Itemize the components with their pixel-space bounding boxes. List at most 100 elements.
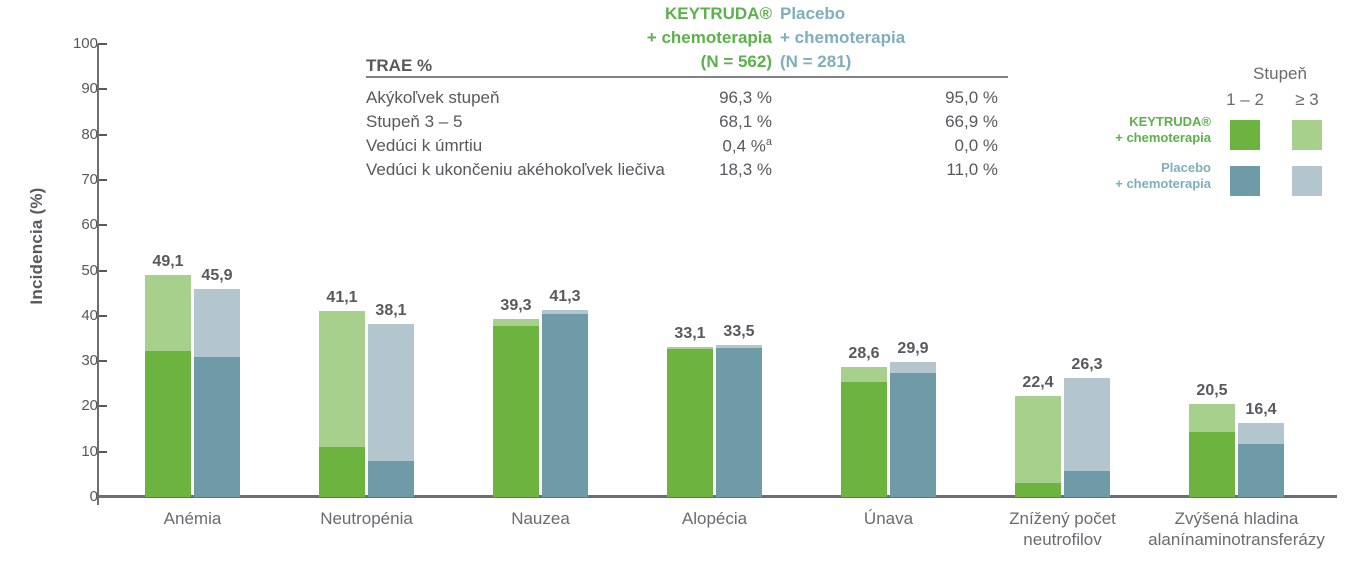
trae-col-placebo-line1: Placebo [780, 4, 846, 23]
legend-swatch-placebo-grade3plus [1292, 166, 1322, 196]
legend-title: Stupeň [1253, 64, 1307, 83]
bar-segment-keytruda-grade12 [667, 349, 713, 497]
trae-value-keytruda: 0,4 %a [722, 136, 772, 156]
trae-value-keytruda: 96,3 % [719, 88, 772, 107]
bar-segment-keytruda-grade12 [319, 447, 365, 497]
trae-row-header-label: TRAE % [366, 56, 433, 75]
bar-segment-keytruda-grade3plus [319, 310, 365, 448]
y-axis-tick-label: 10 [81, 442, 98, 460]
y-axis-tick-mark [98, 405, 107, 408]
trae-col-placebo-line3: (N = 281) [780, 52, 852, 71]
bar-segment-placebo-grade12 [194, 356, 240, 497]
bar-segment-placebo-grade12 [542, 313, 588, 497]
y-axis-tick-mark [98, 224, 107, 227]
bar-placebo[interactable]: 16,4 [1238, 401, 1284, 497]
bar-value-label-keytruda: 28,6 [848, 345, 880, 363]
trae-value-keytruda: 18,3 % [719, 160, 772, 179]
trae-value-placebo: 95,0 % [945, 88, 998, 107]
bar-placebo[interactable]: 29,9 [890, 340, 936, 497]
x-axis-label-line1: Únava [863, 509, 914, 528]
trae-table: KEYTRUDA® + chemoterapia (N = 562) Place… [366, 2, 1008, 184]
bar-segment-keytruda-grade3plus [841, 367, 887, 382]
bar-value-label-placebo: 45,9 [201, 267, 233, 285]
bar-segment-keytruda-grade12 [145, 350, 191, 497]
bar-keytruda[interactable]: 49,1 [145, 253, 191, 497]
bar-keytruda[interactable]: 39,3 [493, 297, 539, 497]
bar-value-label-placebo: 29,9 [897, 339, 929, 357]
trae-table-row: Vedúci k úmrtiu 0,4 %a 0,0 % [366, 136, 1008, 160]
bar-keytruda[interactable]: 22,4 [1015, 374, 1061, 497]
y-axis-tick-mark [98, 450, 107, 453]
y-axis-tick-label: 80 [81, 125, 98, 143]
bar-placebo[interactable]: 41,3 [542, 288, 588, 497]
bar-value-label-placebo: 33,5 [723, 323, 755, 341]
bar-segment-placebo-grade12 [368, 460, 414, 497]
x-axis-label-line1: Nauzea [511, 509, 570, 528]
bar-keytruda[interactable]: 33,1 [667, 325, 713, 497]
y-axis-tick-label: 30 [81, 352, 98, 370]
bar-segment-keytruda-grade3plus [1189, 404, 1235, 433]
legend-row-keytruda-line2: + chemoterapia [1115, 130, 1211, 145]
bar-segment-placebo-grade3plus [1238, 422, 1284, 444]
y-axis-tick-label: 0 [89, 488, 98, 505]
y-axis-tick-label: 50 [81, 261, 98, 279]
y-axis-tick-label: 70 [81, 170, 98, 188]
bar-keytruda[interactable]: 41,1 [319, 289, 365, 497]
bar-segment-placebo-grade12 [890, 373, 936, 497]
bar-segment-keytruda-grade3plus [1015, 395, 1061, 483]
legend-row-keytruda-line1: KEYTRUDA® [1129, 114, 1211, 129]
trae-col-keytruda-line1: KEYTRUDA® [665, 4, 772, 23]
trae-value-footnote-marker: a [765, 136, 772, 148]
bar-segment-placebo-grade3plus [1064, 377, 1110, 472]
bar-placebo[interactable]: 45,9 [194, 267, 240, 497]
legend-swatch-keytruda-grade12 [1230, 120, 1260, 150]
bar-segment-keytruda-grade12 [1015, 482, 1061, 497]
trae-row-name: Akýkoľvek stupeň [366, 88, 500, 107]
x-axis-label: Únava [779, 508, 999, 529]
trae-col-keytruda-line2: + chemoterapia [646, 28, 772, 47]
trae-col-placebo-line2: + chemoterapia [780, 28, 906, 47]
x-axis-origin-tick [97, 495, 99, 505]
bar-segment-keytruda-grade12 [841, 381, 887, 497]
bar-segment-placebo-grade3plus [542, 309, 588, 314]
bar-value-label-keytruda: 20,5 [1196, 382, 1228, 400]
bar-value-label-keytruda: 41,1 [326, 288, 358, 306]
y-axis-tick-label: 90 [81, 80, 98, 98]
trae-col-keytruda-line3: (N = 562) [700, 52, 772, 71]
bar-keytruda[interactable]: 28,6 [841, 345, 887, 497]
legend-col2-label: ≥ 3 [1295, 90, 1319, 109]
trae-table-row: Vedúci k ukončeniu akéhokoľvek liečiva 18… [366, 160, 1008, 184]
trae-row-name: Vedúci k ukončeniu akéhokoľvek liečiva [366, 160, 665, 179]
x-axis-label: Zvýšená hladina alanínaminotransferázy [1127, 508, 1347, 550]
x-axis-label: Znížený počet neutrofilov [953, 508, 1173, 550]
bar-keytruda[interactable]: 20,5 [1189, 382, 1235, 497]
legend-row-placebo-label: Placebo + chemoterapia [1079, 160, 1211, 192]
bar-group: 22,4 26,3 [1015, 44, 1110, 497]
legend-row-placebo-line1: Placebo [1161, 160, 1211, 175]
x-axis-label-line1: Neutropénia [320, 509, 413, 528]
bar-group: 28,6 29,9 [841, 44, 936, 497]
bar-segment-placebo-grade3plus [716, 345, 762, 349]
trae-table-row: Akýkoľvek stupeň 96,3 % 95,0 % [366, 88, 1008, 112]
bar-placebo[interactable]: 38,1 [368, 302, 414, 497]
bar-group: 49,1 45,9 [145, 44, 240, 497]
bar-segment-placebo-grade3plus [890, 361, 936, 374]
bar-segment-keytruda-grade12 [493, 326, 539, 497]
bar-value-label-placebo: 38,1 [375, 302, 407, 320]
bar-segment-placebo-grade12 [1064, 471, 1110, 497]
bar-group: 33,1 33,5 [667, 44, 762, 497]
y-axis-ticks: 100 90 80 70 60 50 40 30 20 10 0 [20, 0, 107, 562]
bar-placebo[interactable]: 33,5 [716, 323, 762, 497]
trae-value-placebo: 11,0 % [946, 160, 998, 179]
plot-area: 49,1 45,9 41,1 38,1 39,3 41,3 33,1 33,5 28,6 29,9… [99, 44, 1337, 497]
x-axis-label-line1: Znížený počet [1009, 509, 1116, 528]
bar-group: 41,1 38,1 [319, 44, 414, 497]
trae-value-placebo: 0,0 % [954, 136, 998, 155]
y-axis-tick-mark [98, 178, 107, 181]
trae-col-keytruda-header: KEYTRUDA® + chemoterapia (N = 562) [542, 2, 772, 74]
bar-value-label-keytruda: 49,1 [152, 252, 184, 270]
bar-value-label-placebo: 26,3 [1071, 355, 1103, 373]
trae-col-placebo-header: Placebo + chemoterapia (N = 281) [780, 2, 1008, 74]
bar-placebo[interactable]: 26,3 [1064, 356, 1110, 497]
bar-value-label-keytruda: 39,3 [500, 296, 532, 314]
